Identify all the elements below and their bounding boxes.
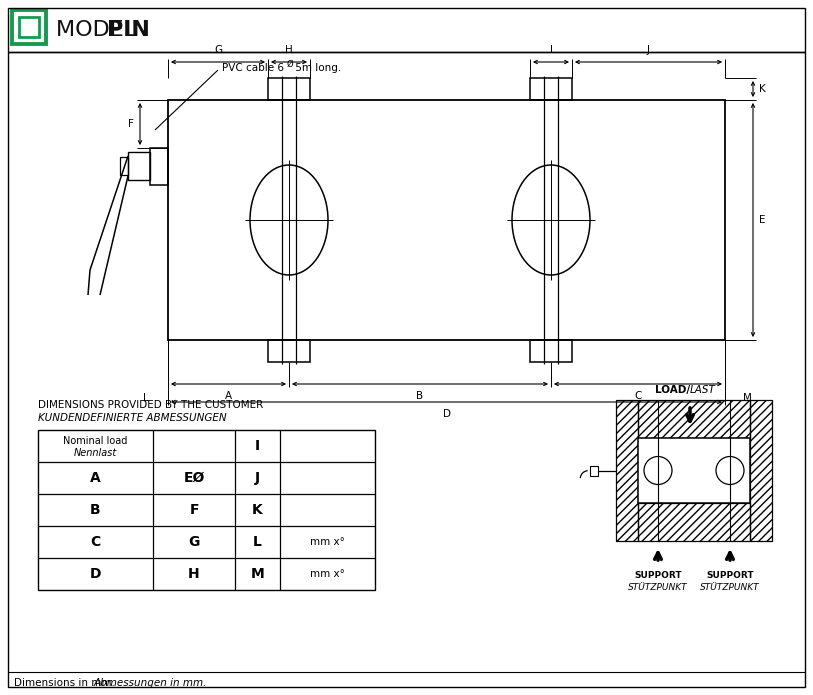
Text: MODEL: MODEL	[56, 20, 143, 40]
Bar	[16, 14, 42, 40]
Bar	[120, 157, 128, 175]
Text: STÜTZPUNKT: STÜTZPUNKT	[628, 583, 688, 592]
Text: KUNDENDEFINIERTE ABMESSUNGEN: KUNDENDEFINIERTE ABMESSUNGEN	[38, 413, 227, 423]
Text: I: I	[255, 439, 260, 453]
Bar	[638, 438, 750, 503]
Text: DIMENSIONS PROVIDED BY THE CUSTOMER: DIMENSIONS PROVIDED BY THE CUSTOMER	[38, 400, 263, 410]
Text: C: C	[90, 535, 101, 549]
Text: Nominal load: Nominal load	[63, 436, 128, 446]
Text: J: J	[647, 45, 650, 55]
Text: I: I	[550, 45, 553, 55]
Text: 5m long.: 5m long.	[292, 63, 341, 73]
Text: STÜTZPUNKT: STÜTZPUNKT	[700, 583, 760, 592]
Bar	[128, 152, 150, 180]
Bar	[616, 400, 638, 541]
Text: Ø: Ø	[287, 60, 293, 69]
Bar	[150, 148, 168, 185]
Text: M: M	[742, 393, 751, 403]
Text: H: H	[285, 45, 293, 55]
Bar	[268, 340, 310, 362]
Bar	[23, 21, 35, 33]
Text: A: A	[225, 391, 232, 401]
Bar	[590, 466, 598, 475]
Text: SUPPORT: SUPPORT	[634, 571, 682, 580]
Bar	[638, 400, 750, 438]
Text: PIN: PIN	[107, 20, 150, 40]
Text: F: F	[189, 503, 198, 517]
Text: B: B	[90, 503, 101, 517]
Bar	[750, 400, 772, 541]
Text: K: K	[252, 503, 263, 517]
Text: B: B	[416, 391, 424, 401]
Text: F: F	[128, 119, 134, 129]
Bar	[19, 17, 39, 37]
Text: mm x°: mm x°	[310, 569, 345, 579]
Text: K: K	[759, 84, 766, 94]
Bar	[38, 430, 375, 590]
Bar	[530, 78, 572, 100]
Bar	[168, 100, 725, 340]
Text: EØ: EØ	[183, 471, 205, 485]
Bar	[12, 10, 46, 44]
Text: SUPPORT: SUPPORT	[706, 571, 754, 580]
Bar	[638, 503, 750, 541]
Text: J: J	[255, 471, 260, 485]
Text: M: M	[250, 567, 264, 581]
Text: G: G	[214, 45, 222, 55]
Text: L: L	[253, 535, 262, 549]
Bar	[268, 78, 310, 100]
Text: A: A	[90, 471, 101, 485]
Text: PVC cable 6: PVC cable 6	[222, 63, 284, 73]
Bar	[530, 340, 572, 362]
Circle shape	[644, 457, 672, 484]
Text: Nennlast: Nennlast	[74, 448, 117, 458]
Text: E: E	[759, 215, 766, 225]
Text: G: G	[189, 535, 200, 549]
Text: D: D	[442, 409, 450, 419]
Circle shape	[716, 457, 744, 484]
Text: L: L	[143, 393, 149, 403]
Text: LAST: LAST	[690, 385, 716, 395]
Text: mm x°: mm x°	[310, 537, 345, 547]
Text: Dimensions in mm.: Dimensions in mm.	[14, 678, 118, 688]
Text: Abmessungen in mm.: Abmessungen in mm.	[94, 678, 207, 688]
Text: D: D	[89, 567, 102, 581]
Text: H: H	[188, 567, 200, 581]
Text: LOAD/: LOAD/	[655, 385, 690, 395]
Text: C: C	[634, 391, 641, 401]
